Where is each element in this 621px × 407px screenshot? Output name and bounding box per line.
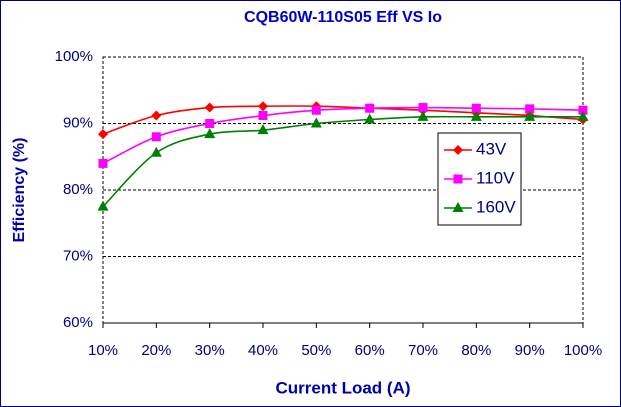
marker xyxy=(98,129,108,140)
marker xyxy=(205,119,215,128)
legend-marker xyxy=(453,174,463,184)
y-tick-label: 100% xyxy=(55,48,93,65)
legend-marker xyxy=(453,145,463,155)
marker xyxy=(577,110,589,121)
series-line xyxy=(102,106,584,165)
marker xyxy=(97,200,109,211)
legend-label: 160V xyxy=(476,197,516,216)
x-tick-label: 90% xyxy=(515,342,545,359)
marker xyxy=(150,146,162,157)
marker xyxy=(257,124,269,135)
x-tick-label: 80% xyxy=(461,342,491,359)
marker xyxy=(258,101,268,112)
marker xyxy=(524,110,536,121)
marker xyxy=(98,158,108,168)
marker xyxy=(311,105,321,115)
legend-label: 43V xyxy=(476,139,507,158)
x-tick-label: 50% xyxy=(301,342,331,359)
marker xyxy=(417,110,429,121)
marker xyxy=(365,103,375,113)
y-tick-label: 90% xyxy=(63,114,93,131)
chart-title: CQB60W-110S05 Eff VS Io xyxy=(244,9,442,26)
marker xyxy=(525,104,535,114)
series-line xyxy=(102,115,583,208)
marker xyxy=(578,105,588,115)
series-line xyxy=(102,105,584,135)
x-tick-label: 20% xyxy=(141,342,171,359)
x-tick-label: 40% xyxy=(248,342,278,359)
y-tick-label: 60% xyxy=(63,314,93,331)
x-tick-label: 30% xyxy=(195,342,225,359)
x-axis-title: Current Load (A) xyxy=(275,378,410,397)
marker xyxy=(471,103,481,113)
x-tick-label: 10% xyxy=(88,342,118,359)
y-axis-title: Efficiency (%) xyxy=(11,138,28,243)
x-tick-label: 60% xyxy=(355,342,385,359)
x-tick-label: 70% xyxy=(408,342,438,359)
marker xyxy=(364,113,376,124)
y-tick-label: 70% xyxy=(63,247,93,264)
marker xyxy=(418,103,428,113)
marker xyxy=(258,111,268,121)
marker xyxy=(204,102,215,113)
marker xyxy=(204,128,216,139)
legend-label: 110V xyxy=(476,168,515,187)
marker xyxy=(151,132,161,142)
marker xyxy=(310,117,322,128)
legend-marker xyxy=(452,202,464,212)
marker xyxy=(470,110,482,121)
y-tick-label: 80% xyxy=(63,181,93,198)
x-tick-label: 100% xyxy=(564,342,602,359)
marker xyxy=(151,110,162,121)
